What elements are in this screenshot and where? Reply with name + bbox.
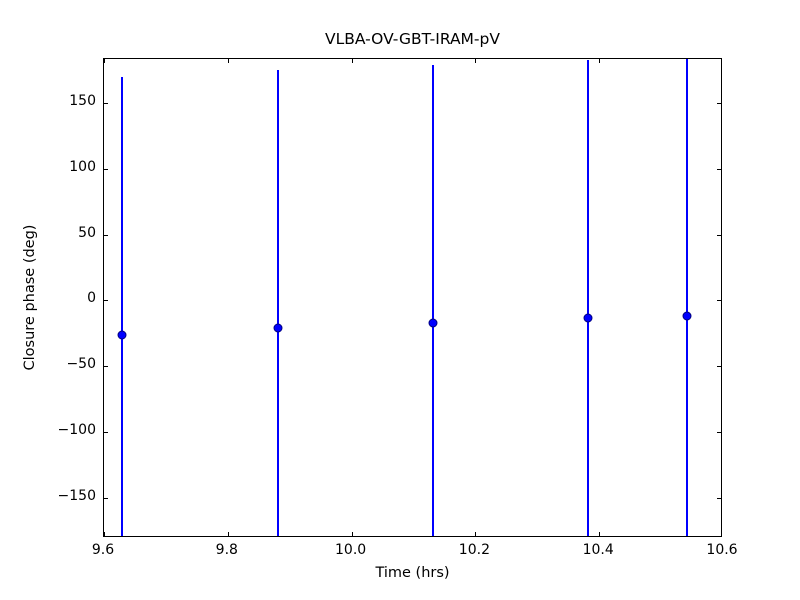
x-axis-label: Time (hrs) bbox=[375, 565, 450, 581]
error-bar bbox=[276, 70, 279, 536]
y-tick-mark-right bbox=[717, 102, 721, 104]
y-tick-mark-right bbox=[717, 366, 721, 368]
data-point-marker[interactable] bbox=[682, 311, 692, 321]
x-tick-label: 9.6 bbox=[91, 542, 115, 558]
y-tick-mark bbox=[104, 366, 108, 368]
y-tick-mark bbox=[104, 432, 108, 434]
data-point-marker[interactable] bbox=[583, 313, 593, 322]
x-tick-label: 10.0 bbox=[335, 542, 367, 558]
error-bar bbox=[431, 65, 434, 536]
x-tick-mark bbox=[351, 532, 353, 536]
x-tick-mark bbox=[475, 532, 477, 536]
y-tick-mark-right bbox=[717, 300, 721, 302]
y-tick-mark bbox=[104, 168, 108, 170]
data-point-marker[interactable] bbox=[117, 330, 127, 340]
x-tick-mark-top bbox=[475, 59, 477, 63]
x-tick-mark bbox=[227, 532, 229, 536]
x-tick-label: 10.2 bbox=[458, 542, 490, 558]
x-tick-mark bbox=[104, 532, 105, 536]
y-tick-mark bbox=[104, 300, 108, 302]
y-axis-label: Closure phase (deg) bbox=[22, 224, 38, 371]
x-tick-label: 10.4 bbox=[582, 542, 614, 558]
x-tick-label: 10.6 bbox=[706, 542, 738, 558]
x-tick-mark-top bbox=[104, 59, 105, 63]
x-tick-mark bbox=[599, 532, 601, 536]
x-tick-mark-top bbox=[351, 59, 353, 63]
y-tick-mark bbox=[104, 102, 108, 104]
y-tick-mark-right bbox=[717, 168, 721, 170]
y-tick-mark-right bbox=[717, 498, 721, 500]
data-point-marker[interactable] bbox=[273, 323, 283, 333]
y-tick-mark-right bbox=[717, 432, 721, 434]
y-tick-mark bbox=[104, 234, 108, 236]
data-point-marker[interactable] bbox=[428, 318, 438, 328]
plot-area[interactable] bbox=[103, 58, 722, 537]
error-bar bbox=[587, 60, 590, 536]
x-tick-label: 9.8 bbox=[215, 542, 238, 558]
error-bar bbox=[120, 77, 123, 536]
y-tick-mark-right bbox=[717, 234, 721, 236]
x-tick-mark-top bbox=[227, 59, 229, 63]
x-tick-mark-top bbox=[599, 59, 601, 63]
chart-title: VLBA-OV-GBT-IRAM-pV bbox=[325, 30, 500, 48]
error-bar bbox=[686, 59, 689, 536]
y-tick-mark bbox=[104, 498, 108, 500]
